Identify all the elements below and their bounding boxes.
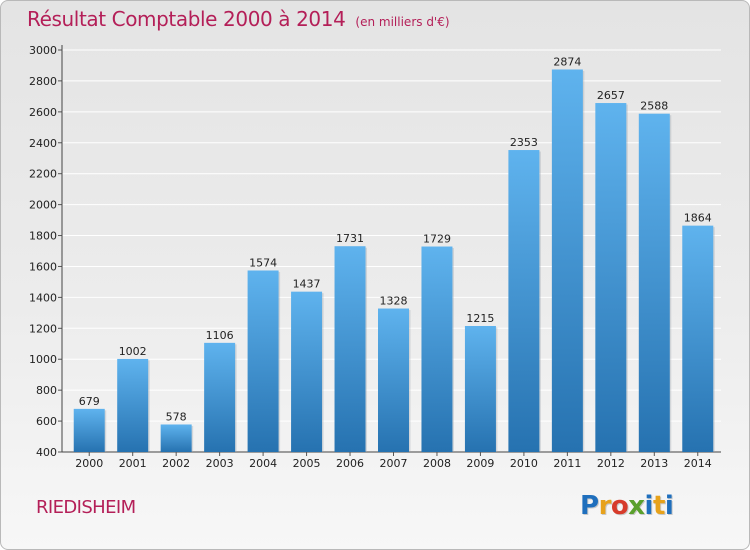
y-tick-label: 2400 (29, 137, 57, 150)
commune-name: RIEDISHEIM (36, 497, 136, 518)
logo-letter: o (610, 491, 629, 521)
logo-letter: i (664, 491, 674, 521)
y-tick-label: 2200 (29, 168, 57, 181)
y-tick-label: 400 (36, 446, 57, 459)
bar-value-label: 1729 (423, 233, 451, 246)
y-tick-label: 2600 (29, 106, 57, 119)
y-tick-label: 1400 (29, 291, 57, 304)
bar-value-label: 2353 (510, 136, 538, 149)
bar (247, 270, 279, 452)
x-tick-label: 2006 (336, 457, 364, 470)
bar-value-label: 578 (166, 410, 187, 423)
bar (73, 408, 105, 452)
x-tick-label: 2000 (75, 457, 103, 470)
y-tick-label: 2800 (29, 75, 57, 88)
bar (508, 150, 540, 453)
bar (204, 342, 236, 452)
y-tick-label: 1200 (29, 322, 57, 335)
bar (378, 308, 409, 452)
bar-value-label: 1574 (249, 256, 277, 269)
y-tick-label: 600 (36, 415, 57, 428)
chart-title: Résultat Comptable 2000 à 2014 (en millie… (27, 7, 450, 31)
bar-value-label: 679 (79, 395, 100, 408)
chart-title-text: Résultat Comptable 2000 à 2014 (27, 7, 346, 31)
y-tick-label: 3000 (29, 44, 57, 57)
proxiti-logo: Proxiti (580, 491, 674, 521)
bar (334, 246, 366, 452)
bar-value-label: 1002 (119, 345, 147, 358)
y-tick-label: 1600 (29, 260, 57, 273)
x-tick-label: 2012 (597, 457, 625, 470)
x-tick-label: 2007 (380, 457, 408, 470)
bar-value-label: 1215 (466, 312, 494, 325)
bar-value-label: 1328 (380, 295, 408, 308)
y-tick-label: 800 (36, 384, 57, 397)
x-tick-label: 2010 (510, 457, 538, 470)
logo-letter: t (652, 491, 665, 521)
bar (682, 225, 714, 452)
bar-value-label: 2657 (597, 89, 625, 102)
bar (160, 424, 192, 452)
bar-value-label: 1437 (293, 278, 321, 291)
bar (421, 246, 453, 452)
logo-letter: P (580, 491, 599, 521)
bar (638, 113, 670, 452)
x-tick-label: 2014 (684, 457, 712, 470)
x-tick-label: 2008 (423, 457, 451, 470)
bar (464, 325, 496, 452)
bar-value-label: 1731 (336, 232, 364, 245)
x-tick-label: 2004 (249, 457, 277, 470)
bar-value-label: 2588 (640, 100, 668, 113)
bar (117, 358, 149, 452)
y-tick-label: 1800 (29, 230, 57, 243)
x-tick-label: 2003 (206, 457, 234, 470)
y-tick-label: 1000 (29, 353, 57, 366)
logo-letter: r (598, 491, 612, 521)
x-tick-label: 2009 (466, 457, 494, 470)
bar (291, 291, 323, 452)
bar-value-label: 1864 (684, 212, 712, 225)
bar (551, 69, 583, 452)
bar-value-label: 2874 (553, 55, 581, 68)
x-tick-label: 2011 (553, 457, 581, 470)
x-tick-label: 2001 (119, 457, 147, 470)
y-tick-label: 2000 (29, 199, 57, 212)
logo-letter: x (628, 491, 645, 521)
x-tick-label: 2002 (162, 457, 190, 470)
bar-value-label: 1106 (206, 329, 234, 342)
chart-subtitle: (en milliers d'€) (355, 15, 450, 29)
bar (595, 103, 627, 452)
x-tick-label: 2005 (293, 457, 321, 470)
x-tick-label: 2013 (640, 457, 668, 470)
logo-letter: i (644, 491, 654, 521)
